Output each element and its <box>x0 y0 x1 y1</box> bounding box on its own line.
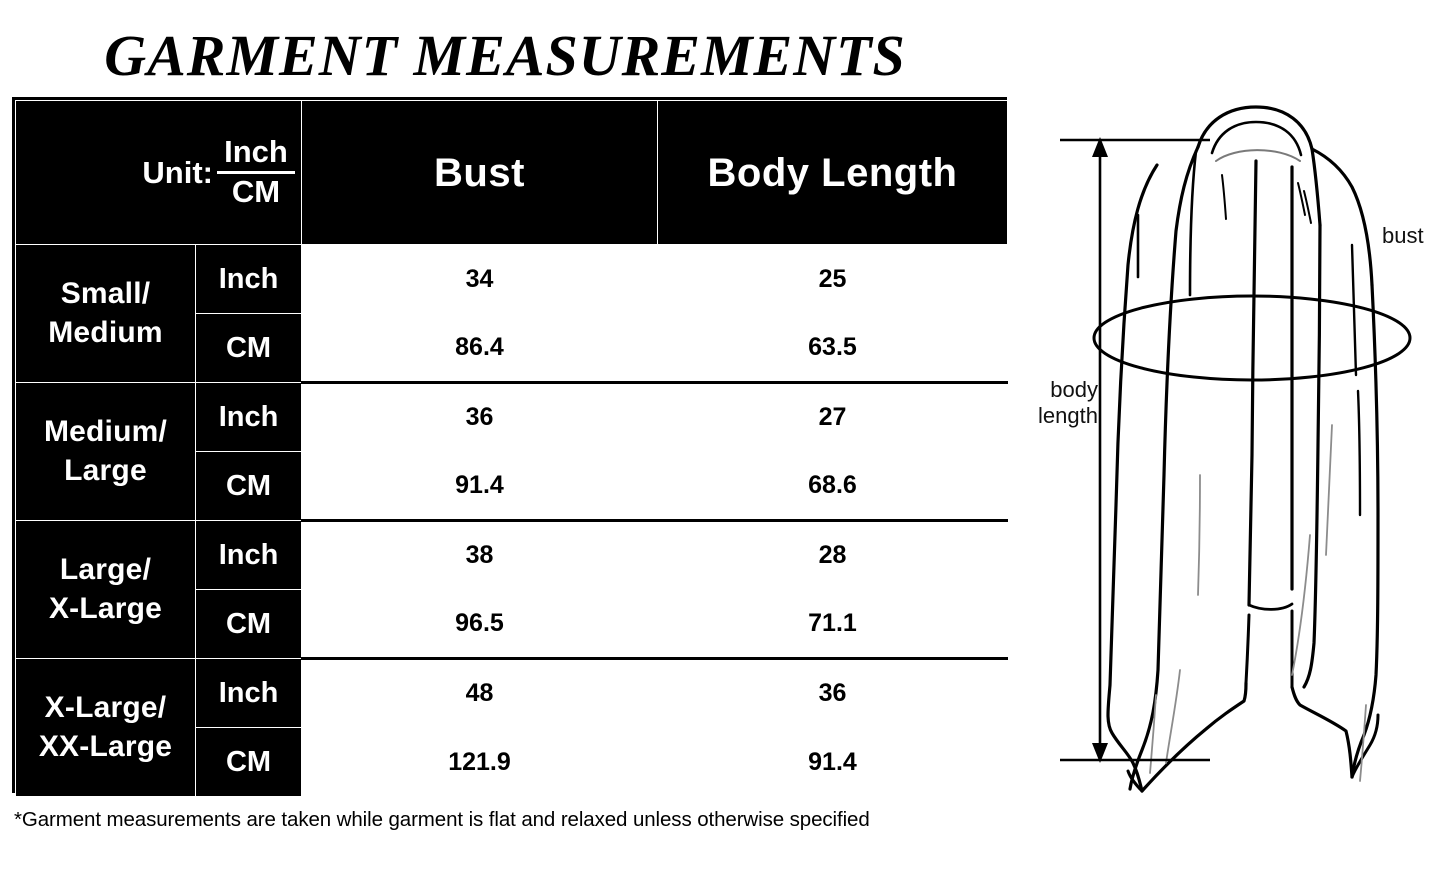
table-row: CM 91.4 68.6 <box>16 451 1008 522</box>
table-row: CM 86.4 63.5 <box>16 313 1008 384</box>
body-length-label-line1: body <box>1050 377 1098 402</box>
table-row: Large/ X-Large Inch 38 28 <box>15 520 1008 659</box>
unit-cell-inch: Inch <box>195 382 302 452</box>
unit-fraction-bar <box>217 171 295 174</box>
table-row: Small/ Medium Inch 34 25 <box>15 244 1008 383</box>
value-body-length-inch: 36 <box>657 658 1008 728</box>
unit-cell-inch: Inch <box>195 244 302 314</box>
size-label-line2: XX-Large <box>38 729 173 763</box>
value-bust-inch: 34 <box>301 244 658 314</box>
size-label-cell: Large/ X-Large <box>15 520 196 659</box>
unit-fraction-numerator: Inch <box>224 134 288 170</box>
size-label-line1: Medium/ <box>43 415 168 449</box>
measurements-table-container: Unit: Inch CM Bust Body Length <box>12 97 1008 797</box>
value-body-length-inch: 25 <box>657 244 1008 314</box>
value-bust-cm: 96.5 <box>301 589 658 660</box>
measurements-table: Unit: Inch CM Bust Body Length <box>15 100 1008 797</box>
page-title: GARMENT MEASUREMENTS <box>104 23 906 88</box>
table-row: Medium/ Large Inch 36 27 <box>15 382 1008 521</box>
value-body-length-cm: 71.1 <box>657 589 1008 660</box>
unit-fraction: Inch CM <box>217 136 295 208</box>
unit-cell-cm: CM <box>195 313 302 383</box>
value-bust-inch: 48 <box>301 658 658 728</box>
unit-cell-cm: CM <box>195 727 302 797</box>
size-label-cell: Small/ Medium <box>15 244 196 383</box>
body-length-dimension <box>1060 137 1210 763</box>
table-header-row: Unit: Inch CM Bust Body Length <box>15 100 1008 245</box>
size-label-line2: Large <box>64 453 147 487</box>
size-label-line2: Medium <box>48 315 163 349</box>
unit-cell-cm: CM <box>195 589 302 659</box>
unit-fraction-denominator: CM <box>231 174 281 209</box>
unit-header-cell: Unit: Inch CM <box>15 100 302 245</box>
body-length-label-line2: length <box>1038 402 1098 428</box>
table-row: CM 121.9 91.4 <box>16 727 1008 797</box>
value-bust-cm: 86.4 <box>301 313 658 384</box>
garment-drawing-svg <box>1060 105 1412 793</box>
size-label-line1: X-Large/ <box>44 691 167 725</box>
value-bust-inch: 38 <box>301 520 658 590</box>
value-body-length-cm: 63.5 <box>657 313 1008 384</box>
size-label-line1: Large/ <box>59 553 152 587</box>
size-label-cell: Medium/ Large <box>15 382 196 521</box>
body-length-dimension-label: body length <box>1020 377 1098 429</box>
size-label-line2: X-Large <box>48 591 163 625</box>
table-row: X-Large/ XX-Large Inch 48 36 <box>15 658 1008 797</box>
garment-illustration: bust body length <box>1020 95 1445 795</box>
unit-cell-inch: Inch <box>195 520 302 590</box>
bust-dimension-label: bust <box>1382 223 1424 248</box>
value-bust-cm: 91.4 <box>301 451 658 522</box>
value-body-length-cm: 68.6 <box>657 451 1008 522</box>
bust-measure-ellipse <box>1092 294 1412 382</box>
table-row: CM 96.5 71.1 <box>16 589 1008 660</box>
unit-cell-inch: Inch <box>195 658 302 728</box>
footnote-text: *Garment measurements are taken while ga… <box>14 808 870 831</box>
size-label-cell: X-Large/ XX-Large <box>15 658 196 797</box>
column-header-body-length: Body Length <box>657 100 1008 245</box>
unit-label: Unit: <box>142 155 213 190</box>
value-body-length-inch: 28 <box>657 520 1008 590</box>
value-body-length-inch: 27 <box>657 382 1008 452</box>
size-label-line1: Small/ <box>60 277 151 311</box>
column-header-bust: Bust <box>301 100 658 245</box>
unit-cell-cm: CM <box>195 451 302 521</box>
value-bust-inch: 36 <box>301 382 658 452</box>
value-bust-cm: 121.9 <box>301 727 658 797</box>
value-body-length-cm: 91.4 <box>657 727 1008 797</box>
